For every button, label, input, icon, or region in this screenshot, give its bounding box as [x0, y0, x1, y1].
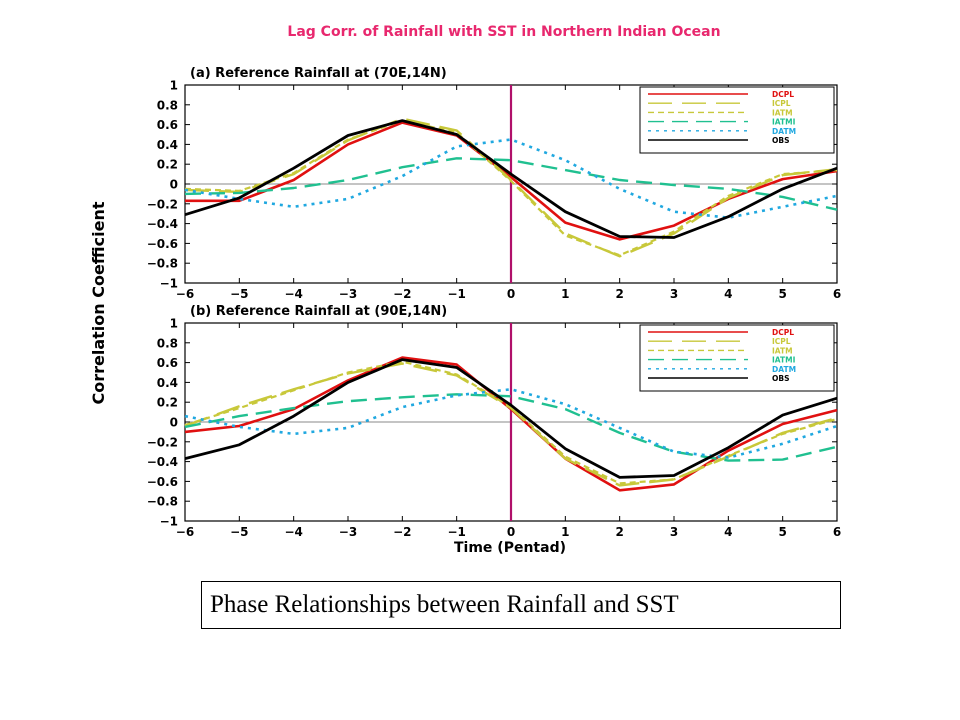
legend-label-iatm: IATM	[772, 108, 793, 117]
x-tick-label: −6	[176, 287, 194, 301]
legend-label-obs: OBS	[772, 374, 790, 383]
y-tick-label: −1	[160, 277, 178, 291]
legend-label-datm: DATM	[772, 365, 796, 374]
legend-label-dcpl: DCPL	[772, 328, 794, 337]
x-axis-label: Time (Pentad)	[454, 540, 566, 556]
legend-label-datm: DATM	[772, 127, 796, 136]
x-tick-label: 4	[724, 525, 732, 539]
x-tick-label: 6	[833, 287, 841, 301]
caption-box: Phase Relationships between Rainfall and…	[201, 581, 841, 629]
x-tick-label: 0	[507, 287, 515, 301]
x-tick-label: −4	[284, 287, 302, 301]
x-tick-label: −2	[393, 287, 411, 301]
x-tick-label: 1	[561, 287, 569, 301]
y-tick-label: 0.6	[157, 356, 178, 370]
x-tick-label: 4	[724, 287, 732, 301]
y-tick-label: −0.8	[147, 495, 178, 509]
caption-text: Phase Relationships between Rainfall and…	[210, 591, 679, 618]
legend-label-dcpl: DCPL	[772, 90, 794, 99]
y-tick-label: −1	[160, 515, 178, 529]
x-tick-label: −5	[230, 287, 248, 301]
legend-label-iatmi: IATMI	[772, 356, 796, 365]
x-tick-label: −1	[447, 287, 465, 301]
panel-title: (a) Reference Rainfall at (70E,14N)	[190, 66, 447, 81]
x-tick-label: 2	[615, 287, 623, 301]
y-tick-label: 1	[170, 317, 178, 331]
x-tick-label: −6	[176, 525, 194, 539]
x-tick-label: 0	[507, 525, 515, 539]
legend-box	[639, 86, 835, 154]
y-tick-label: 1	[170, 79, 178, 93]
y-tick-label: −0.6	[147, 237, 178, 251]
legend-box	[639, 324, 835, 392]
x-tick-label: −1	[447, 525, 465, 539]
y-tick-label: 0	[170, 178, 178, 192]
y-tick-label: −0.2	[147, 435, 178, 449]
x-tick-label: −5	[230, 525, 248, 539]
series-line-iatm	[184, 360, 838, 485]
y-tick-label: 0	[170, 416, 178, 430]
y-tick-label: −0.6	[147, 475, 178, 489]
y-tick-label: 0.2	[157, 396, 178, 410]
series-line-iatm	[184, 119, 838, 257]
figure-title: Lag Corr. of Rainfall with SST in Northe…	[287, 24, 720, 40]
x-tick-label: 6	[833, 525, 841, 539]
x-tick-label: −4	[284, 525, 302, 539]
series-line-obs	[184, 358, 838, 479]
y-tick-label: 0.4	[157, 138, 178, 152]
x-tick-label: 3	[670, 525, 678, 539]
chart-panels: −1 −0.8 −0.6 −0.4 −0.2 0 0.2 0.4 0.6 0.8 1 −6 −5 −4 −3…	[147, 66, 841, 539]
x-tick-label: 2	[615, 525, 623, 539]
legend-label-iatmi: IATMI	[772, 118, 796, 127]
chart-panel-a: −1 −0.8 −0.6 −0.4 −0.2 0 0.2 0.4 0.6 0.8 1 −6 −5 −4 −3…	[147, 66, 841, 301]
series-line-datm	[184, 387, 838, 459]
x-tick-label: 1	[561, 525, 569, 539]
legend-label-icpl: ICPL	[772, 337, 791, 346]
x-tick-label: 5	[778, 287, 786, 301]
legend-label-icpl: ICPL	[772, 99, 791, 108]
y-tick-label: −0.4	[147, 455, 178, 469]
legend-label-obs: OBS	[772, 136, 790, 145]
series-line-obs	[184, 119, 838, 239]
x-tick-label: −3	[339, 287, 357, 301]
y-tick-label: −0.8	[147, 257, 178, 271]
y-tick-label: 0.8	[157, 336, 178, 350]
y-tick-label: 0.4	[157, 376, 178, 390]
y-tick-label: 0.2	[157, 158, 178, 172]
x-tick-label: 3	[670, 287, 678, 301]
series-line-iatmi	[184, 393, 838, 462]
chart-panel-b: −1 −0.8 −0.6 −0.4 −0.2 0 0.2 0.4 0.6 0.8 1 −6 −5 −4 −3…	[147, 304, 841, 539]
y-tick-label: −0.2	[147, 197, 178, 211]
y-tick-label: −0.4	[147, 217, 178, 231]
panel-title: (b) Reference Rainfall at (90E,14N)	[190, 304, 447, 319]
x-tick-label: −3	[339, 525, 357, 539]
series-line-iatmi	[184, 157, 838, 211]
x-tick-label: −2	[393, 525, 411, 539]
y-axis-label: Correlation Coefficient	[89, 201, 108, 404]
x-tick-label: 5	[778, 525, 786, 539]
y-tick-label: 0.8	[157, 98, 178, 112]
legend-label-iatm: IATM	[772, 346, 793, 355]
y-tick-label: 0.6	[157, 118, 178, 132]
